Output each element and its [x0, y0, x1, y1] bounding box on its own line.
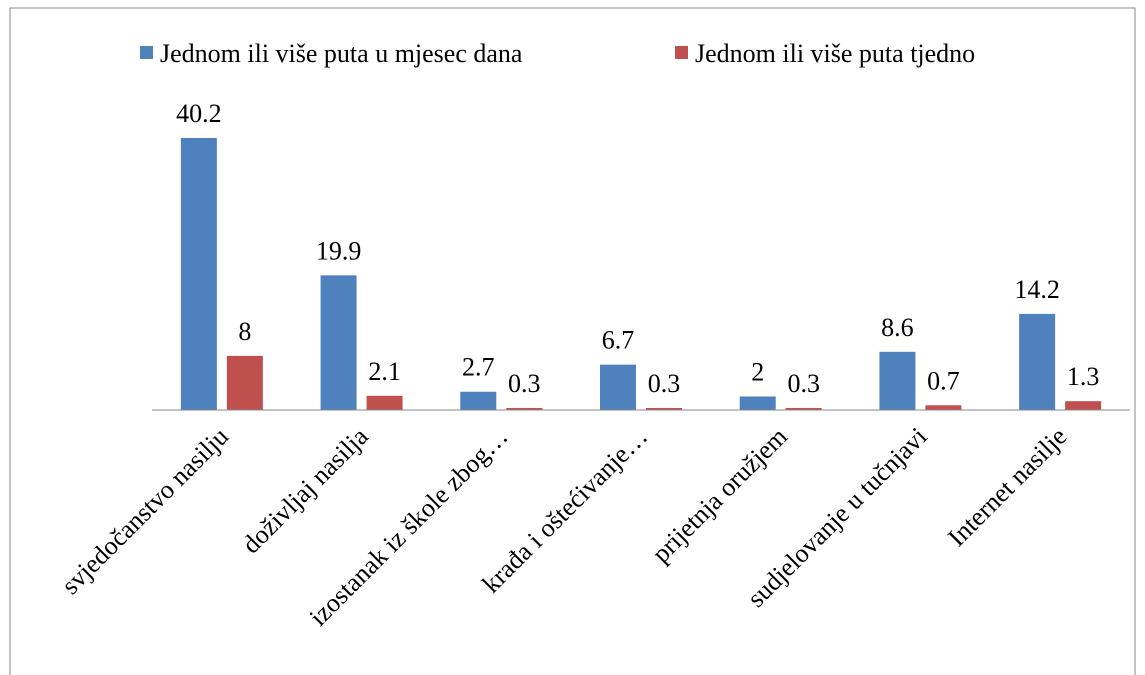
bar: [1019, 313, 1056, 410]
x-tick-label: Internet nasilje: [942, 422, 1072, 552]
data-label: 6.7: [602, 326, 635, 355]
data-label: 2.7: [462, 353, 495, 382]
data-label: 0.3: [648, 369, 681, 398]
chart-border: [9, 7, 1136, 675]
data-label: 19.9: [316, 236, 362, 265]
data-label: 40.2: [176, 99, 222, 128]
data-label: 0.3: [508, 369, 541, 398]
data-label: 0.3: [787, 369, 820, 398]
legend-label: Jednom ili više puta tjedno: [695, 39, 975, 68]
legend-swatch: [675, 46, 688, 59]
x-tick-label: doživljaj nasilja: [236, 421, 374, 559]
data-label: 8.6: [881, 313, 914, 342]
bar: [460, 391, 497, 410]
bar: [925, 405, 962, 410]
bar: [879, 351, 916, 410]
data-label: 14.2: [1014, 275, 1060, 304]
data-label: 1.3: [1067, 362, 1100, 391]
bar: [366, 395, 403, 410]
bar: [646, 407, 682, 410]
x-tick-label: prijetnja oružjem: [646, 422, 793, 569]
bar: [180, 138, 217, 410]
bar: [600, 364, 636, 410]
bar: [226, 355, 263, 410]
data-label: 8: [238, 317, 251, 346]
bar: [739, 396, 776, 410]
legend-label: Jednom ili više puta u mjesec dana: [160, 39, 523, 68]
legend-swatch: [140, 46, 153, 59]
data-label: 2: [751, 357, 764, 386]
bar: [785, 407, 822, 410]
bar: [1065, 401, 1102, 410]
bar: [506, 407, 543, 410]
bar: [320, 275, 357, 410]
x-tick-label: svjedočanstvo nasilju: [56, 422, 234, 600]
data-label: 2.1: [368, 357, 401, 386]
data-label: 0.7: [927, 366, 960, 395]
